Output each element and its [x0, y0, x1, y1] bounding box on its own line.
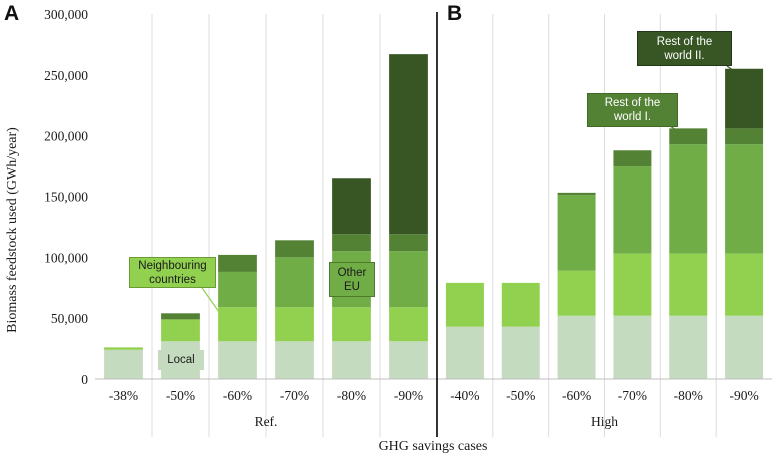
x-tick-label: -80%: [337, 388, 366, 403]
y-tick-label: 50,000: [51, 311, 88, 326]
bar-segment: [725, 144, 764, 254]
x-tick-label: -90%: [394, 388, 423, 403]
bar-segment: [557, 195, 596, 271]
bar-segment: [669, 144, 708, 254]
bar-segment: [613, 150, 652, 167]
bar-segment: [445, 282, 484, 327]
x-tick-label: -50%: [166, 388, 195, 403]
bar-segment: [389, 341, 428, 379]
x-tick-label: -60%: [223, 388, 252, 403]
leader-line-rotw2: [726, 65, 741, 76]
bar-segment: [161, 319, 200, 342]
bar-segment: [389, 54, 428, 235]
bar-segment: [275, 257, 314, 308]
x-tick-label: -40%: [450, 388, 479, 403]
x-tick-label: -90%: [729, 388, 758, 403]
bar-segment: [557, 315, 596, 379]
bar-segment: [275, 307, 314, 342]
panel-letter-b: B: [447, 2, 462, 25]
group-label: Ref.: [255, 414, 278, 429]
leader-line-neighbouring: [199, 284, 227, 323]
bar-segment: [725, 128, 764, 145]
bar-segment: [332, 307, 371, 342]
bar-segment: [445, 326, 484, 379]
bar-segment: [389, 307, 428, 342]
bar-segment: [104, 347, 143, 350]
bar-segment: [557, 270, 596, 316]
x-tick-label: -38%: [109, 388, 138, 403]
annotation-neighbouring-countries: Neighbouring countries: [129, 257, 216, 288]
x-tick-label: -80%: [674, 388, 703, 403]
bar-segment: [501, 282, 540, 327]
annotation-local: Local: [158, 350, 204, 370]
annotation-rest-of-world-2: Rest of the world II.: [637, 31, 732, 66]
x-axis-title: GHG savings cases: [379, 439, 488, 454]
bar-segment: [275, 240, 314, 258]
y-tick-label: 300,000: [44, 7, 88, 22]
x-tick-label: -70%: [618, 388, 647, 403]
bar-segment: [669, 253, 708, 316]
bar-segment: [104, 349, 143, 379]
bar-segment: [161, 313, 200, 320]
bar-segment: [725, 315, 764, 379]
y-tick-label: 200,000: [44, 129, 88, 144]
bar-segment: [389, 234, 428, 252]
bar-segment: [557, 192, 596, 196]
y-tick-label: 250,000: [44, 68, 88, 83]
bar-segment: [332, 234, 371, 252]
panel-letter-a: A: [4, 2, 19, 25]
group-label: High: [591, 414, 618, 429]
bar-segment: [218, 254, 257, 272]
bar-segment: [725, 68, 764, 129]
leader-line-rotw1: [669, 125, 682, 134]
bar-segment: [332, 341, 371, 379]
bar-segment: [332, 178, 371, 235]
bar-segment: [613, 166, 652, 254]
bar-segment: [613, 253, 652, 316]
y-tick-label: 100,000: [44, 250, 88, 265]
bar-segment: [725, 253, 764, 316]
bar-segment: [389, 251, 428, 308]
bar-segment: [275, 341, 314, 379]
y-tick-label: 0: [81, 372, 88, 387]
y-tick-label: 150,000: [44, 190, 88, 205]
bar-segment: [669, 315, 708, 379]
y-axis-title: Biomass feedstock used (GWh/year): [5, 127, 20, 333]
bar-segment: [218, 307, 257, 342]
x-tick-label: -60%: [562, 388, 591, 403]
bar-segment: [613, 315, 652, 379]
annotation-other-eu: Other EU: [329, 262, 375, 297]
annotation-rest-of-world-1: Rest of the world I.: [587, 93, 678, 127]
bar-segment: [218, 271, 257, 308]
x-tick-label: -50%: [506, 388, 535, 403]
bar-segment: [501, 326, 540, 379]
bar-segment: [218, 341, 257, 379]
bar-segment: [669, 128, 708, 145]
x-tick-label: -70%: [280, 388, 309, 403]
